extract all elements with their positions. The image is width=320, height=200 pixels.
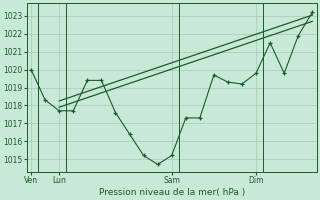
X-axis label: Pression niveau de la mer( hPa ): Pression niveau de la mer( hPa )	[99, 188, 245, 197]
